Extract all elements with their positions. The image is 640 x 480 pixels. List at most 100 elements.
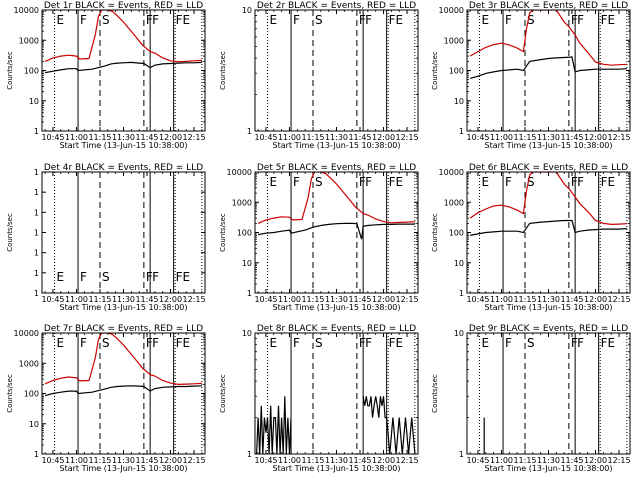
panel-det-8: Det 8r BLACK = Events, RED = LLD 1 10 10:45… [219,324,419,473]
y-tick-label: 10 [242,259,252,268]
x-tick-label: 11:00 [65,456,88,465]
y-axis-label: Counts/sec [431,51,439,90]
marker-label: F [293,13,300,27]
x-tick-label: 10:45 [466,295,489,304]
x-axis-label: Start Time (13-Jun-15 10:38:00) [273,303,401,312]
y-tick-label: 1 [34,229,39,238]
x-tick-label: 11:00 [278,295,301,304]
marker-label: FE [601,336,615,350]
marker-label: E [57,270,65,284]
x-tick-label: 11:00 [490,295,513,304]
events-series-line [44,385,202,397]
y-tick-label: 1 [34,127,39,136]
marker-label: F [505,13,512,27]
marker-label: F [152,270,159,284]
panel-title: Det 2r BLACK = Events, RED = LLD [257,1,416,11]
marker-label: FE [389,336,403,350]
x-tick-label: 10:45 [254,133,277,142]
y-tick-label: 100 [449,67,464,76]
marker-label: F [359,175,366,189]
marker-label: F [293,175,300,189]
marker-label: E [57,336,65,350]
x-tick-label: 11:15 [301,295,324,304]
x-tick-label: 12:00 [584,133,607,142]
y-tick-label: 10 [454,329,464,338]
marker-label: F [577,175,584,189]
lld-series-line [44,10,202,63]
marker-label: F [577,336,584,350]
x-tick-label: 11:15 [513,133,536,142]
x-tick-label: 11:15 [88,133,111,142]
x-tick-label: 11:30 [325,456,348,465]
y-tick-label: 10 [29,420,39,429]
y-tick-label: 1 [34,208,39,217]
x-tick-label: 10:45 [41,456,64,465]
marker-label: F [505,336,512,350]
marker-label: E [270,175,278,189]
panel-det-3: Det 3r BLACK = Events, RED = LLD 1 10 100 10… [431,1,631,150]
x-tick-label: 11:45 [560,295,583,304]
panel-det-4: Det 4r BLACK = Events, RED = LLD11111111… [6,163,206,312]
marker-label: F [359,336,366,350]
plot-frame [41,171,206,294]
y-tick-label: 1 [247,127,252,136]
x-tick-label: 11:00 [65,295,88,304]
x-tick-label: 11:00 [278,456,301,465]
marker-label: FE [176,336,190,350]
x-tick-label: 10:45 [254,456,277,465]
marker-label: F [505,175,512,189]
x-tick-label: 11:30 [112,456,135,465]
y-tick-label: 1 [34,168,39,177]
y-tick-label: 10000 [14,6,39,15]
marker-label: F [80,13,87,27]
marker-label: F [152,13,159,27]
x-tick-label: 11:45 [560,456,583,465]
marker-label: S [315,13,323,27]
marker-label: F [80,270,87,284]
x-axis-label: Start Time (13-Jun-15 10:38:00) [60,141,188,150]
x-tick-label: 12:00 [159,295,182,304]
y-tick-label: 1 [247,289,252,298]
x-tick-label: 12:00 [159,133,182,142]
marker-label: S [315,175,323,189]
panel-det-2: Det 2r BLACK = Events, RED = LLD 1 10 10:45… [219,1,419,150]
y-tick-label: 100 [449,229,464,238]
y-tick-label: 1000 [444,36,464,45]
x-tick-label: 12:00 [372,295,395,304]
plot-frame [466,171,631,294]
y-tick-label: 1 [247,450,252,459]
marker-label: F [359,13,366,27]
panel-title: Det 4r BLACK = Events, RED = LLD [44,163,203,173]
events-series-line [44,61,202,74]
marker-label: E [57,13,65,27]
x-tick-label: 11:45 [348,133,371,142]
panel-det-9: Det 9r BLACK = Events, RED = LLD 1 10 10:45… [431,324,631,473]
x-tick-label: 10:45 [41,295,64,304]
lld-series-line [257,172,415,224]
marker-label: F [577,13,584,27]
marker-label: S [527,336,535,350]
marker-label: FE [389,13,403,27]
marker-label: E [270,13,278,27]
plot-frame [466,9,631,132]
marker-label: F [146,270,153,284]
x-tick-label: 11:00 [278,133,301,142]
y-axis-label: Counts/sec [6,51,14,90]
marker-label: FE [389,175,403,189]
events-series-line [257,222,415,240]
marker-label: F [571,13,578,27]
y-tick-label: 10 [29,97,39,106]
marker-label: F [80,336,87,350]
x-tick-label: 11:30 [112,295,135,304]
marker-label: S [315,336,323,350]
panel-det-7: Det 7r BLACK = Events, RED = LLD 1 10 100 10… [6,324,206,473]
x-tick-label: 11:30 [112,133,135,142]
y-tick-label: 10000 [14,329,39,338]
x-tick-label: 12:15 [182,456,205,465]
marker-label: FE [176,270,190,284]
y-axis-label: Counts/sec [219,213,227,252]
marker-label: S [102,13,110,27]
marker-label: S [102,270,110,284]
x-tick-label: 10:45 [254,295,277,304]
x-tick-label: 11:15 [88,456,111,465]
